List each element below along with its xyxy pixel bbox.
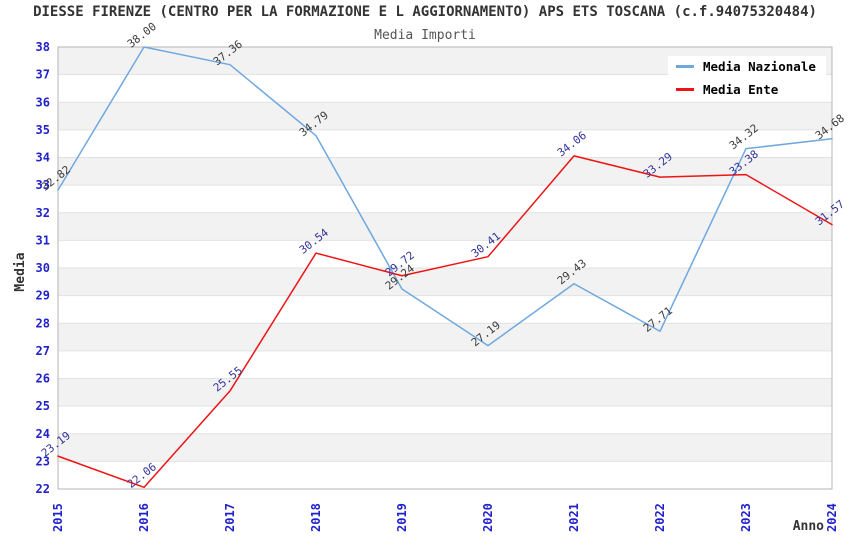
y-tick-label: 22 xyxy=(36,482,50,496)
plot-band xyxy=(58,240,832,268)
x-tick-label: 2021 xyxy=(567,503,581,532)
y-tick-label: 36 xyxy=(36,95,50,109)
y-tick-label: 23 xyxy=(36,454,50,468)
y-tick-label: 37 xyxy=(36,68,50,82)
plot-band xyxy=(58,157,832,186)
chart-subtitle: Media Importi xyxy=(374,28,476,43)
plot-band xyxy=(58,129,832,158)
legend-item-media-ente: Media Ente xyxy=(668,79,789,100)
x-tick-label: 2016 xyxy=(137,503,151,532)
y-tick-label: 26 xyxy=(36,372,50,386)
plot-band xyxy=(58,433,832,462)
x-tick-label: 2019 xyxy=(395,503,409,532)
y-axis-title: Media xyxy=(13,252,28,291)
plot-band xyxy=(58,102,832,130)
y-tick-label: 38 xyxy=(36,40,50,54)
x-tick-label: 2020 xyxy=(481,503,495,532)
plot-band xyxy=(58,185,832,213)
y-tick-label: 34 xyxy=(36,151,50,165)
plot-band xyxy=(58,268,832,296)
plot-border xyxy=(57,46,833,490)
legend-label: Media Ente xyxy=(703,82,779,97)
y-tick-label: 25 xyxy=(36,399,50,413)
x-tick-label: 2018 xyxy=(309,503,323,532)
y-tick-label: 30 xyxy=(36,261,50,275)
y-tick-label: 31 xyxy=(36,233,50,247)
legend-swatch-icon xyxy=(676,65,694,68)
y-tick-label: 35 xyxy=(36,123,50,137)
legend: Media Nazionale Media Ente xyxy=(668,56,826,100)
plot-band xyxy=(58,406,832,434)
y-tick-label: 32 xyxy=(36,206,50,220)
plot-band xyxy=(58,323,832,351)
x-tick-label: 2022 xyxy=(653,503,667,532)
y-tick-label: 33 xyxy=(36,178,50,192)
plot-band xyxy=(58,295,832,324)
plot-band xyxy=(58,378,832,407)
x-tick-label: 2015 xyxy=(51,503,65,532)
series-line-media-ente xyxy=(57,155,833,489)
y-tick-label: 28 xyxy=(36,316,50,330)
plot-band xyxy=(58,212,832,241)
x-tick-label: 2017 xyxy=(223,503,237,532)
chart-title: DIESSE FIRENZE (CENTRO PER LA FORMAZIONE… xyxy=(33,4,817,20)
legend-swatch-icon xyxy=(676,88,694,91)
plot-band xyxy=(58,461,832,489)
series-line-media-nazionale xyxy=(57,46,833,347)
plot-band xyxy=(58,350,832,379)
x-tick-label: 2024 xyxy=(825,503,839,532)
legend-item-media-nazionale: Media Nazionale xyxy=(668,56,826,77)
y-tick-label: 29 xyxy=(36,289,50,303)
x-axis-title: Anno xyxy=(793,519,824,534)
y-tick-label: 24 xyxy=(36,427,50,441)
x-tick-label: 2023 xyxy=(739,503,753,532)
y-tick-label: 27 xyxy=(36,344,50,358)
legend-label: Media Nazionale xyxy=(703,59,816,74)
